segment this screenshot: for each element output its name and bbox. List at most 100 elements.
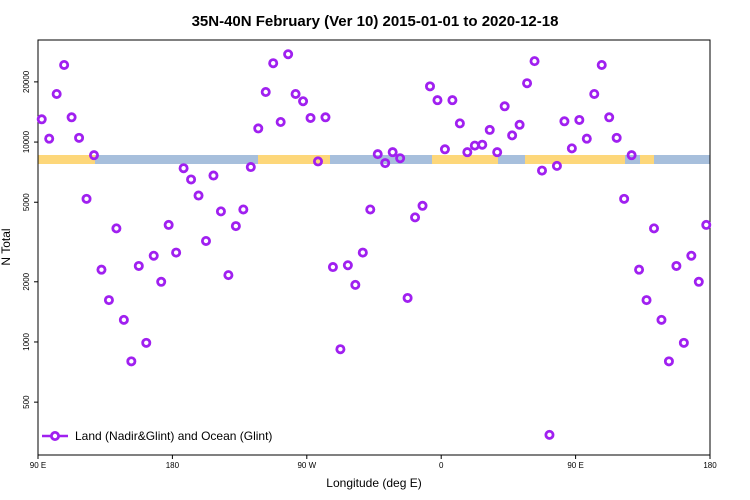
point <box>380 158 391 169</box>
point <box>581 133 592 144</box>
point <box>656 314 667 325</box>
point <box>357 247 368 258</box>
point <box>81 193 92 204</box>
point <box>36 114 47 125</box>
point <box>424 81 435 92</box>
point <box>477 139 488 150</box>
point <box>447 95 458 106</box>
point <box>693 276 704 287</box>
surface-band <box>38 155 710 164</box>
point <box>559 116 570 127</box>
point <box>544 429 555 440</box>
point <box>193 190 204 201</box>
point <box>200 235 211 246</box>
point <box>417 200 428 211</box>
point <box>387 147 398 158</box>
point <box>133 260 144 271</box>
point <box>335 344 346 355</box>
point <box>66 112 77 123</box>
point <box>245 162 256 173</box>
point <box>89 150 100 161</box>
point <box>492 147 503 158</box>
point <box>148 250 159 261</box>
point <box>626 150 637 161</box>
land-band <box>38 155 95 164</box>
x-tick-label: 90 E <box>567 461 583 470</box>
point <box>342 260 353 271</box>
point <box>171 247 182 258</box>
point <box>701 219 712 230</box>
point <box>327 262 338 273</box>
point <box>111 223 122 234</box>
point <box>103 295 114 306</box>
point <box>574 114 585 125</box>
point <box>283 49 294 60</box>
point <box>163 219 174 230</box>
point <box>96 264 107 275</box>
land-band <box>525 155 625 164</box>
y-axis-label: N Total <box>0 228 13 265</box>
point <box>604 112 615 123</box>
point <box>260 87 271 98</box>
point <box>439 144 450 155</box>
x-tick-label: 180 <box>703 461 717 470</box>
point <box>522 78 533 89</box>
point <box>178 163 189 174</box>
land-band <box>258 155 330 164</box>
point <box>410 212 421 223</box>
point <box>290 88 301 99</box>
point <box>141 337 152 348</box>
land-band <box>432 155 498 164</box>
point <box>402 292 413 303</box>
point <box>118 314 129 325</box>
point <box>596 59 607 70</box>
point <box>372 149 383 160</box>
land-band <box>640 155 654 164</box>
point <box>365 204 376 215</box>
point <box>230 221 241 232</box>
point <box>678 337 689 348</box>
point <box>566 143 577 154</box>
point <box>671 260 682 271</box>
y-tick-label: 2000 <box>22 272 31 290</box>
point <box>454 118 465 129</box>
point <box>529 56 540 67</box>
point <box>663 356 674 367</box>
x-tick-label: 90 W <box>297 461 316 470</box>
y-tick-label: 500 <box>22 395 31 409</box>
point <box>186 174 197 185</box>
point <box>395 153 406 164</box>
point <box>74 132 85 143</box>
point <box>634 264 645 275</box>
point <box>686 250 697 261</box>
point <box>126 356 137 367</box>
series <box>36 49 712 440</box>
point <box>589 88 600 99</box>
y-tick-label: 20000 <box>22 70 31 93</box>
legend: Land (Nadir&Glint) and Ocean (Glint) <box>42 429 272 443</box>
point <box>223 270 234 281</box>
point <box>156 276 167 287</box>
point <box>298 96 309 107</box>
point <box>208 170 219 181</box>
x-tick-label: 0 <box>439 461 444 470</box>
point <box>611 132 622 143</box>
point <box>641 295 652 306</box>
point <box>59 59 70 70</box>
legend-marker <box>50 430 61 441</box>
point <box>44 133 55 144</box>
point <box>649 223 660 234</box>
point <box>320 112 331 123</box>
y-tick-label: 10000 <box>22 130 31 153</box>
point <box>305 112 316 123</box>
x-axis-label: Longitude (deg E) <box>326 476 421 490</box>
point <box>350 279 361 290</box>
point <box>537 165 548 176</box>
point <box>275 116 286 127</box>
point <box>253 123 264 134</box>
legend-label: Land (Nadir&Glint) and Ocean (Glint) <box>75 429 272 443</box>
point <box>268 58 279 69</box>
point <box>238 204 249 215</box>
